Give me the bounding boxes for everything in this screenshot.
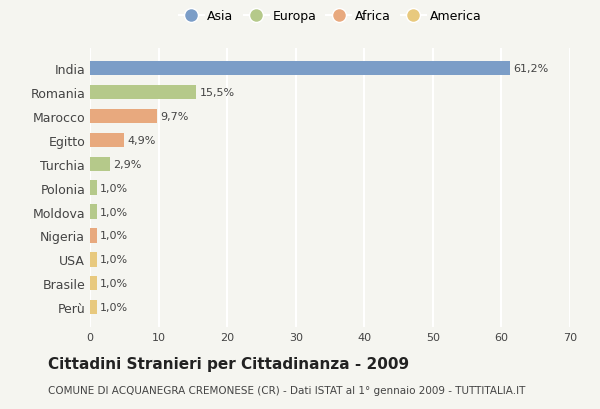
Text: 9,7%: 9,7% xyxy=(160,112,188,121)
Text: 61,2%: 61,2% xyxy=(513,64,548,74)
Bar xyxy=(90,300,97,315)
Text: COMUNE DI ACQUANEGRA CREMONESE (CR) - Dati ISTAT al 1° gennaio 2009 - TUTTITALIA: COMUNE DI ACQUANEGRA CREMONESE (CR) - Da… xyxy=(48,384,526,395)
Bar xyxy=(90,181,97,195)
Bar xyxy=(90,110,157,124)
Bar xyxy=(90,62,509,76)
Text: 1,0%: 1,0% xyxy=(100,255,128,265)
Text: 2,9%: 2,9% xyxy=(113,159,142,169)
Bar xyxy=(90,276,97,291)
Text: Cittadini Stranieri per Cittadinanza - 2009: Cittadini Stranieri per Cittadinanza - 2… xyxy=(48,356,409,371)
Text: 4,9%: 4,9% xyxy=(127,135,155,146)
Text: 1,0%: 1,0% xyxy=(100,302,128,312)
Text: 15,5%: 15,5% xyxy=(200,88,235,98)
Bar xyxy=(90,229,97,243)
Bar xyxy=(90,252,97,267)
Legend: Asia, Europa, Africa, America: Asia, Europa, Africa, America xyxy=(173,5,487,28)
Bar xyxy=(90,157,110,171)
Text: 1,0%: 1,0% xyxy=(100,279,128,288)
Text: 1,0%: 1,0% xyxy=(100,183,128,193)
Bar xyxy=(90,205,97,219)
Bar xyxy=(90,85,196,100)
Text: 1,0%: 1,0% xyxy=(100,231,128,241)
Text: 1,0%: 1,0% xyxy=(100,207,128,217)
Bar xyxy=(90,133,124,148)
